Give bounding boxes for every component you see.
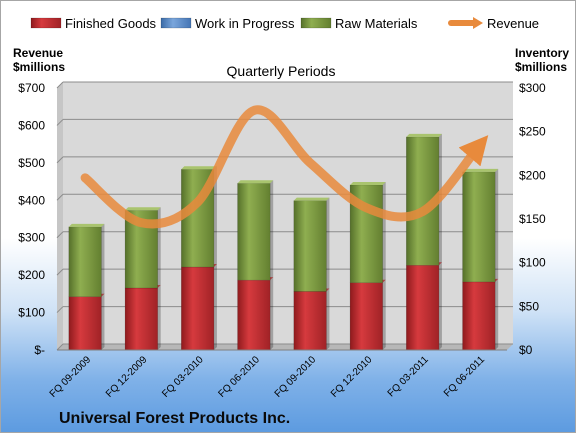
bar-top [125,207,161,211]
x-tick-label: FQ 06-2011 [442,354,487,399]
bar-top [68,223,105,227]
x-tick-label: FQ 12-2010 [329,354,375,400]
legend: Finished Goods Work in Progress Raw Materi… [30,16,539,31]
bar-side [213,166,217,268]
right-axis-title-line1: Inventory [515,46,569,60]
bar-finished-goods [181,266,215,351]
x-tick-label: FQ 03-2011 [386,354,431,399]
gridline-side [56,268,64,276]
left-tick-label: $200 [18,268,45,282]
legend-label: Work in Progress [195,16,295,31]
bar-side [382,279,386,350]
bar-top [462,168,499,172]
bar-side [213,264,217,350]
bar-finished-goods [124,287,158,351]
x-tick-label: FQ 06-2010 [216,354,262,400]
bar-raw-materials [68,226,102,297]
bar-top [293,197,330,201]
bar-finished-goods [293,291,327,351]
legend-label: Raw Materials [335,16,418,31]
right-tick-label: $250 [519,125,546,139]
bar-side [270,180,274,281]
right-tick-label: $100 [519,256,546,270]
plot-area: $- $100 $200 $300 $400 $500 $600 $700 $0 $50 $100 $… [18,81,546,400]
legend-arrow [473,17,483,29]
legend-label: Revenue [487,16,539,31]
x-tick-label: FQ 09-2010 [273,354,319,400]
bar-finished-goods [462,281,496,351]
bar-finished-goods [68,296,102,351]
bar-side [101,293,105,350]
left-tick-label: $300 [18,231,45,245]
right-tick-label: $300 [519,81,546,95]
left-tick-label: $600 [18,118,45,132]
bar-raw-materials [237,182,271,281]
gridline-side [56,306,64,313]
chart-title: Quarterly Periods [227,63,336,79]
bar-raw-materials [293,200,327,292]
bar-top [406,133,442,137]
bar-side [101,223,105,297]
bar-top [350,181,386,185]
gridline-side [56,193,64,201]
bar-side [270,277,274,350]
left-tick-label: $- [34,343,45,357]
legend-label: Finished Goods [65,16,157,31]
gridline-side [56,343,64,351]
right-tick-label: $50 [519,299,539,313]
x-tick-label: FQ 12-2009 [104,354,150,400]
left-tick-label: $100 [18,306,45,320]
bar-finished-goods [237,279,271,351]
bar-top [237,180,274,184]
company-name: Universal Forest Products Inc. [59,410,290,427]
bar-side [326,197,330,292]
left-tick-label: $400 [18,193,45,207]
gridline-side [56,156,64,164]
bar-finished-goods [349,282,383,351]
right-axis-title-line2: $millions [515,60,567,74]
x-tick-label: FQ 03-2010 [160,354,206,400]
bar-side [157,284,161,350]
plot-side-wall [57,82,63,350]
bar-raw-materials [462,171,496,283]
right-tick-label: $200 [519,168,546,182]
left-tick-label: $500 [18,156,45,170]
x-tick-label: FQ 09-2009 [48,354,94,400]
right-tick-label: $0 [519,343,533,357]
gridline-side [56,81,64,89]
bar-finished-goods [406,265,440,351]
left-tick-label: $700 [18,81,45,95]
legend-swatch-work-in-progress [160,17,192,29]
bar-side [495,278,499,350]
bar-side [495,168,499,282]
bar-side [382,181,386,283]
plot-floor [57,344,513,350]
bar-side [326,288,330,350]
revenue-line [80,105,489,229]
legend-swatch-raw-materials [300,17,332,29]
right-tick-label: $150 [519,212,546,226]
left-axis-title-line1: Revenue [13,46,63,60]
bar-side [438,262,442,350]
left-axis-title-line2: $millions [13,60,65,74]
gridline-side [56,231,64,239]
legend-swatch-finished-goods [30,17,62,29]
bar-top [181,166,217,170]
gridline-side [56,119,64,126]
